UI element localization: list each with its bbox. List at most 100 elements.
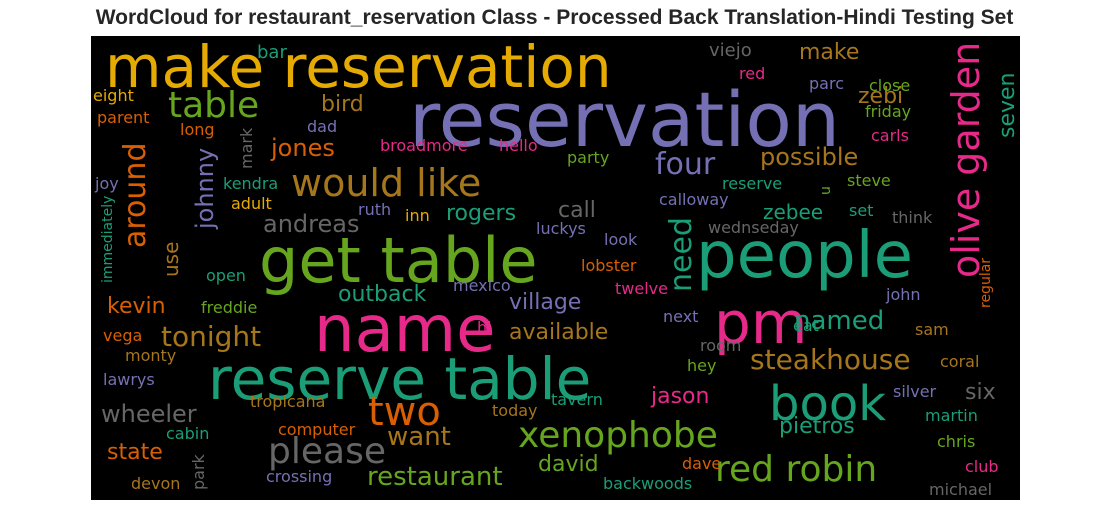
cloud-word: viejo bbox=[709, 40, 752, 61]
cloud-word: wednseday bbox=[708, 218, 799, 237]
cloud-word: open bbox=[206, 266, 246, 285]
cloud-word: inn bbox=[405, 206, 430, 225]
cloud-word: close bbox=[869, 76, 911, 95]
cloud-word: outback bbox=[338, 282, 427, 307]
cloud-word: need bbox=[664, 217, 699, 292]
cloud-word: lawrys bbox=[103, 370, 155, 389]
cloud-word: two bbox=[368, 389, 441, 435]
cloud-word: steve bbox=[847, 171, 891, 190]
cloud-word: hello bbox=[499, 136, 538, 155]
cloud-word: hi bbox=[477, 318, 492, 337]
cloud-word: rogers bbox=[446, 201, 517, 226]
cloud-word: eight bbox=[93, 86, 134, 105]
cloud-word: regular bbox=[978, 257, 994, 308]
cloud-word: state bbox=[107, 440, 163, 465]
cloud-word: xenophobe bbox=[518, 415, 718, 456]
cloud-word: friday bbox=[865, 102, 912, 121]
cloud-word: four bbox=[655, 147, 716, 182]
cloud-word: eat bbox=[793, 316, 819, 335]
cloud-word: mark bbox=[237, 127, 256, 169]
cloud-word: book bbox=[769, 376, 886, 432]
cloud-word: park bbox=[189, 454, 208, 490]
cloud-word: reserve bbox=[722, 174, 783, 193]
cloud-word: parc bbox=[809, 74, 844, 93]
cloud-word: make bbox=[799, 40, 860, 65]
cloud-word: available bbox=[509, 320, 609, 345]
cloud-word: zebee bbox=[763, 200, 824, 224]
cloud-word: hey bbox=[687, 356, 717, 375]
cloud-word: ruth bbox=[358, 200, 392, 219]
cloud-word: tavern bbox=[551, 390, 603, 409]
cloud-word: please bbox=[268, 431, 386, 472]
cloud-word: set bbox=[849, 201, 874, 220]
cloud-word: adult bbox=[231, 194, 272, 213]
cloud-word: tonight bbox=[161, 320, 262, 353]
cloud-word: next bbox=[663, 307, 699, 326]
cloud-word: devon bbox=[131, 474, 181, 493]
cloud-word: twelve bbox=[615, 279, 668, 298]
cloud-word: johnny bbox=[191, 147, 219, 229]
cloud-word: david bbox=[538, 452, 599, 477]
cloud-word: coral bbox=[940, 352, 980, 371]
cloud-word: restaurant bbox=[367, 462, 503, 492]
cloud-word: possible bbox=[760, 143, 859, 171]
cloud-word: look bbox=[604, 230, 638, 249]
cloud-word: people bbox=[696, 219, 913, 293]
cloud-word: freddie bbox=[201, 298, 258, 317]
cloud-word: want bbox=[387, 422, 451, 452]
cloud-word: computer bbox=[278, 420, 356, 439]
cloud-word: dave bbox=[682, 454, 722, 473]
cloud-word: chris bbox=[937, 432, 976, 451]
cloud-word: lobster bbox=[581, 256, 637, 275]
cloud-word: named bbox=[794, 306, 885, 336]
cloud-word: kevin bbox=[107, 294, 166, 319]
cloud-word: call bbox=[558, 198, 596, 223]
cloud-word: bird bbox=[321, 92, 364, 117]
cloud-word: calloway bbox=[659, 190, 729, 209]
cloud-word: andreas bbox=[263, 210, 360, 238]
cloud-word: long bbox=[180, 120, 215, 139]
cloud-word: silver bbox=[893, 382, 937, 401]
cloud-word: six bbox=[965, 380, 996, 405]
cloud-word: village bbox=[509, 290, 582, 315]
cloud-word: use bbox=[159, 241, 183, 277]
cloud-word: carls bbox=[871, 126, 909, 145]
cloud-word: olive garden bbox=[944, 41, 988, 278]
cloud-word: dad bbox=[307, 117, 338, 136]
cloud-word: red bbox=[739, 64, 766, 83]
cloud-word: zebi bbox=[858, 84, 904, 109]
cloud-word: think bbox=[892, 208, 933, 227]
cloud-word: u bbox=[818, 186, 834, 195]
cloud-word: steakhouse bbox=[750, 343, 911, 376]
cloud-word: mexico bbox=[453, 276, 511, 295]
cloud-word: jones bbox=[271, 134, 335, 162]
cloud-word: martin bbox=[925, 406, 978, 425]
cloud-word: luckys bbox=[536, 219, 586, 238]
cloud-word: broadmore bbox=[380, 136, 468, 155]
cloud-word: red robin bbox=[715, 449, 878, 490]
cloud-word: john bbox=[886, 285, 921, 304]
cloud-word: cabin bbox=[166, 424, 210, 443]
cloud-word: crossing bbox=[266, 467, 333, 486]
cloud-word: sam bbox=[915, 320, 949, 339]
cloud-word: reserve table bbox=[208, 345, 592, 413]
cloud-word: parent bbox=[97, 108, 150, 127]
cloud-word: get table bbox=[259, 224, 538, 297]
cloud-word: bar bbox=[257, 42, 287, 63]
cloud-word: joy bbox=[95, 174, 119, 193]
cloud-word: pm bbox=[714, 289, 808, 357]
cloud-word: backwoods bbox=[603, 474, 693, 493]
cloud-word: monty bbox=[125, 346, 177, 365]
cloud-word: make reservation bbox=[105, 36, 612, 101]
cloud-word: vega bbox=[103, 326, 143, 345]
cloud-word: tropicana bbox=[250, 392, 326, 411]
chart-title: WordCloud for restaurant_reservation Cla… bbox=[95, 6, 1014, 29]
cloud-word: table bbox=[168, 85, 260, 126]
cloud-word: seven bbox=[995, 72, 1020, 139]
cloud-word: jason bbox=[651, 384, 710, 409]
cloud-word: party bbox=[567, 148, 610, 167]
cloud-word: pietros bbox=[779, 414, 855, 439]
word-cloud: reservation make reservation get table peop… bbox=[91, 36, 1020, 500]
cloud-word: kendra bbox=[223, 174, 279, 193]
cloud-word: name bbox=[314, 293, 496, 367]
